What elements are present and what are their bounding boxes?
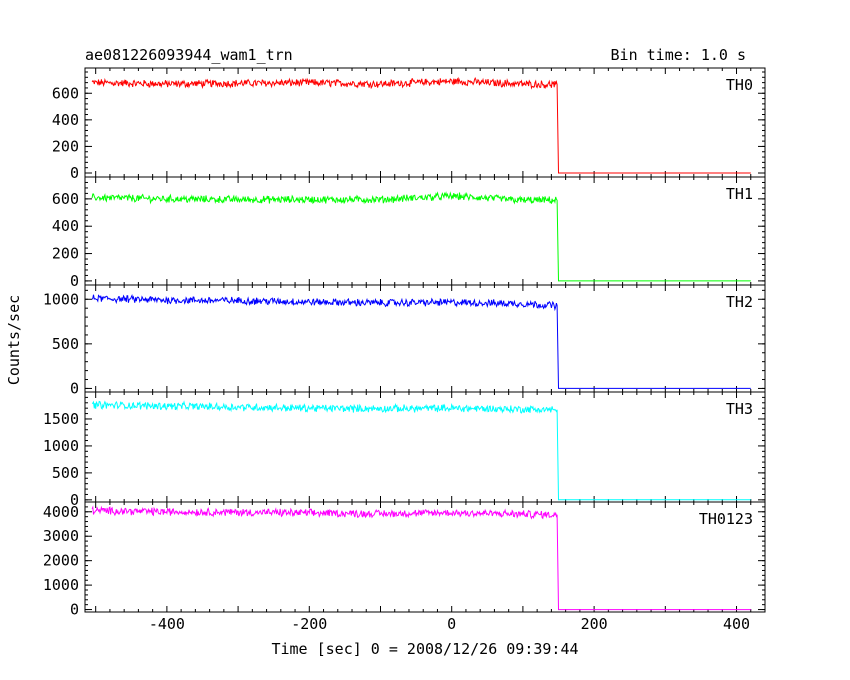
series-line-th1	[91, 191, 751, 282]
y-tick-label-th3: 1000	[43, 437, 79, 455]
panel-frame-th3	[84, 391, 766, 503]
panel-frame-th0123	[84, 501, 766, 613]
panel-frame-th1	[84, 176, 766, 286]
channel-label-th1: TH1	[726, 185, 753, 203]
y-tick-label-th0: 600	[52, 84, 79, 102]
y-tick-label-th0: 0	[70, 164, 79, 182]
y-tick-label-th0: 400	[52, 111, 79, 129]
x-tick-label: -200	[291, 615, 327, 633]
y-tick-label-th0123: 4000	[43, 503, 79, 521]
x-axis-label: Time [sec] 0 = 2008/12/26 09:39:44	[271, 640, 578, 658]
x-tick-label: 200	[581, 615, 608, 633]
series-line-th0	[91, 76, 751, 174]
panels-group: 0 200 400 600 TH0 0 200 400 600 TH1 0 500 1000 TH2 0 50…	[43, 67, 766, 633]
series-line-th0123	[91, 505, 751, 611]
channel-label-th0123: TH0123	[699, 510, 753, 528]
x-tick-label: -400	[149, 615, 185, 633]
y-tick-label-th2: 0	[70, 379, 79, 397]
y-tick-label-th2: 1000	[43, 290, 79, 308]
series-line-th3	[91, 400, 751, 501]
channel-label-th2: TH2	[726, 293, 753, 311]
series-line-th2	[91, 293, 751, 389]
y-tick-label-th3: 500	[52, 464, 79, 482]
y-tick-label-th1: 400	[52, 217, 79, 235]
bin-time-label: Bin time: 1.0 s	[611, 46, 746, 64]
y-tick-label-th1: 0	[70, 272, 79, 290]
y-axis-label: Counts/sec	[5, 295, 23, 385]
x-tick-label: 400	[723, 615, 750, 633]
y-tick-label-th0: 200	[52, 137, 79, 155]
y-tick-label-th0123: 2000	[43, 552, 79, 570]
y-tick-label-th1: 200	[52, 245, 79, 263]
y-tick-label-th3: 0	[70, 491, 79, 509]
y-tick-label-th3: 1500	[43, 410, 79, 428]
y-tick-label-th0123: 3000	[43, 527, 79, 545]
x-tick-label: 0	[447, 615, 456, 633]
y-tick-label-th0123: 0	[70, 601, 79, 619]
chart-title: ae081226093944_wam1_trn	[85, 46, 293, 64]
y-tick-label-th0123: 1000	[43, 576, 79, 594]
channel-label-th3: TH3	[726, 400, 753, 418]
y-tick-label-th1: 600	[52, 190, 79, 208]
y-tick-label-th2: 500	[52, 335, 79, 353]
channel-label-th0: TH0	[726, 76, 753, 94]
